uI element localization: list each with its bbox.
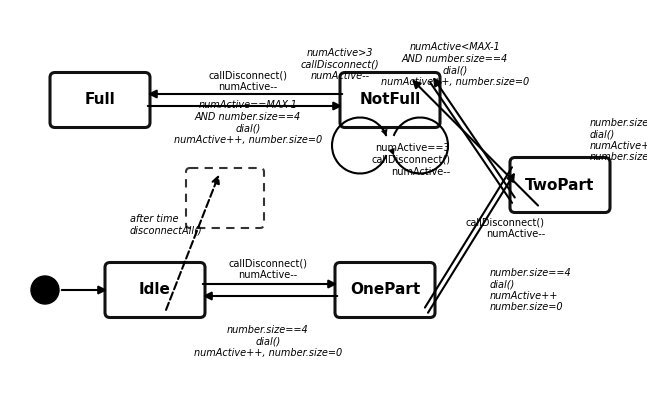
Text: after time
disconnectAll(): after time disconnectAll() bbox=[130, 214, 203, 236]
Text: OnePart: OnePart bbox=[350, 283, 420, 297]
Text: numActive>3
callDisconnect()
numActive--: numActive>3 callDisconnect() numActive-- bbox=[301, 48, 379, 81]
Text: Idle: Idle bbox=[139, 283, 171, 297]
FancyBboxPatch shape bbox=[105, 263, 205, 317]
Text: Full: Full bbox=[85, 92, 115, 108]
Text: callDisconnect()
numActive--: callDisconnect() numActive-- bbox=[466, 217, 545, 239]
FancyBboxPatch shape bbox=[186, 168, 264, 228]
Text: callDisconnect()
numActive--: callDisconnect() numActive-- bbox=[208, 70, 287, 92]
Circle shape bbox=[31, 276, 59, 304]
Text: NotFull: NotFull bbox=[359, 92, 421, 108]
Text: TwoPart: TwoPart bbox=[525, 178, 595, 193]
Text: numActive<MAX-1
AND number.size==4
dial()
numActive++, number.size=0: numActive<MAX-1 AND number.size==4 dial(… bbox=[381, 42, 529, 87]
FancyBboxPatch shape bbox=[510, 157, 610, 213]
FancyBboxPatch shape bbox=[50, 72, 150, 128]
Text: number.size==4
dial()
numActive++, number.size=0: number.size==4 dial() numActive++, numbe… bbox=[194, 325, 342, 358]
Text: number.size==4
dial()
numActive++
number.size=0: number.size==4 dial() numActive++ number… bbox=[590, 118, 647, 162]
FancyBboxPatch shape bbox=[340, 72, 440, 128]
Text: numActive==3
callDisconnect()
numActive--: numActive==3 callDisconnect() numActive-… bbox=[371, 144, 450, 177]
Text: number.size==4
dial()
numActive++
number.size=0: number.size==4 dial() numActive++ number… bbox=[490, 267, 572, 312]
FancyBboxPatch shape bbox=[335, 263, 435, 317]
Text: numActive==MAX-1
AND number.size==4
dial()
numActive++, number.size=0: numActive==MAX-1 AND number.size==4 dial… bbox=[174, 100, 322, 145]
Text: callDisconnect()
numActive--: callDisconnect() numActive-- bbox=[228, 258, 307, 280]
